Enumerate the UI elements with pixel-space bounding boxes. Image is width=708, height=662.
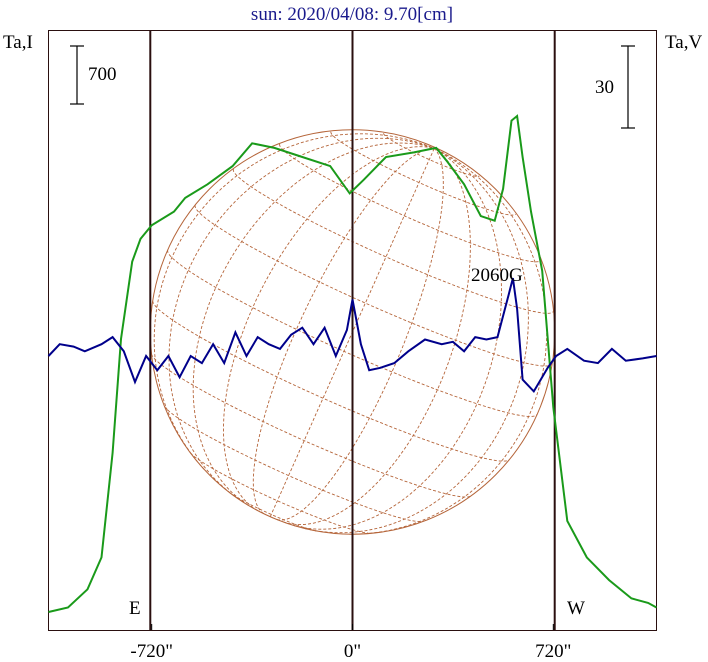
right-axis-label: Ta,V [665, 32, 702, 53]
limb-lines [149, 31, 556, 630]
longitude-line [223, 146, 435, 511]
longitude-line [192, 142, 435, 506]
x-tick-label: 0" [344, 641, 361, 662]
scale-right-value: 30 [595, 77, 614, 98]
intensity-curve [48, 114, 657, 613]
scale-left-value: 700 [88, 64, 117, 85]
scale-bar-right [621, 45, 635, 129]
longitude-line [283, 147, 471, 526]
longitude-line [269, 148, 435, 517]
chart-title: sun: 2020/04/08: 9.70[cm] [251, 4, 453, 25]
east-limb-label: E [129, 598, 141, 619]
latitude-line [232, 168, 554, 314]
latitude-line [152, 300, 510, 462]
left-axis-label: Ta,I [3, 32, 33, 53]
active-region-annotation: 2060G [471, 265, 523, 286]
longitude-line [252, 147, 435, 514]
latitude-line [151, 353, 471, 498]
polarization-curve [47, 277, 657, 394]
longitude-line [349, 147, 548, 535]
x-axis-ticks: -1440"-720"0"720"1440" [130, 624, 571, 662]
longitude-line [153, 133, 435, 470]
plot-frame [48, 30, 657, 631]
scale-bar-left [70, 45, 84, 105]
x-tick-label: -720" [130, 641, 173, 662]
latitude-line [383, 133, 480, 177]
longitude-line [168, 137, 435, 500]
longitude-line [293, 147, 502, 530]
x-tick-label: 720" [535, 641, 571, 662]
west-limb-label: W [567, 598, 585, 619]
